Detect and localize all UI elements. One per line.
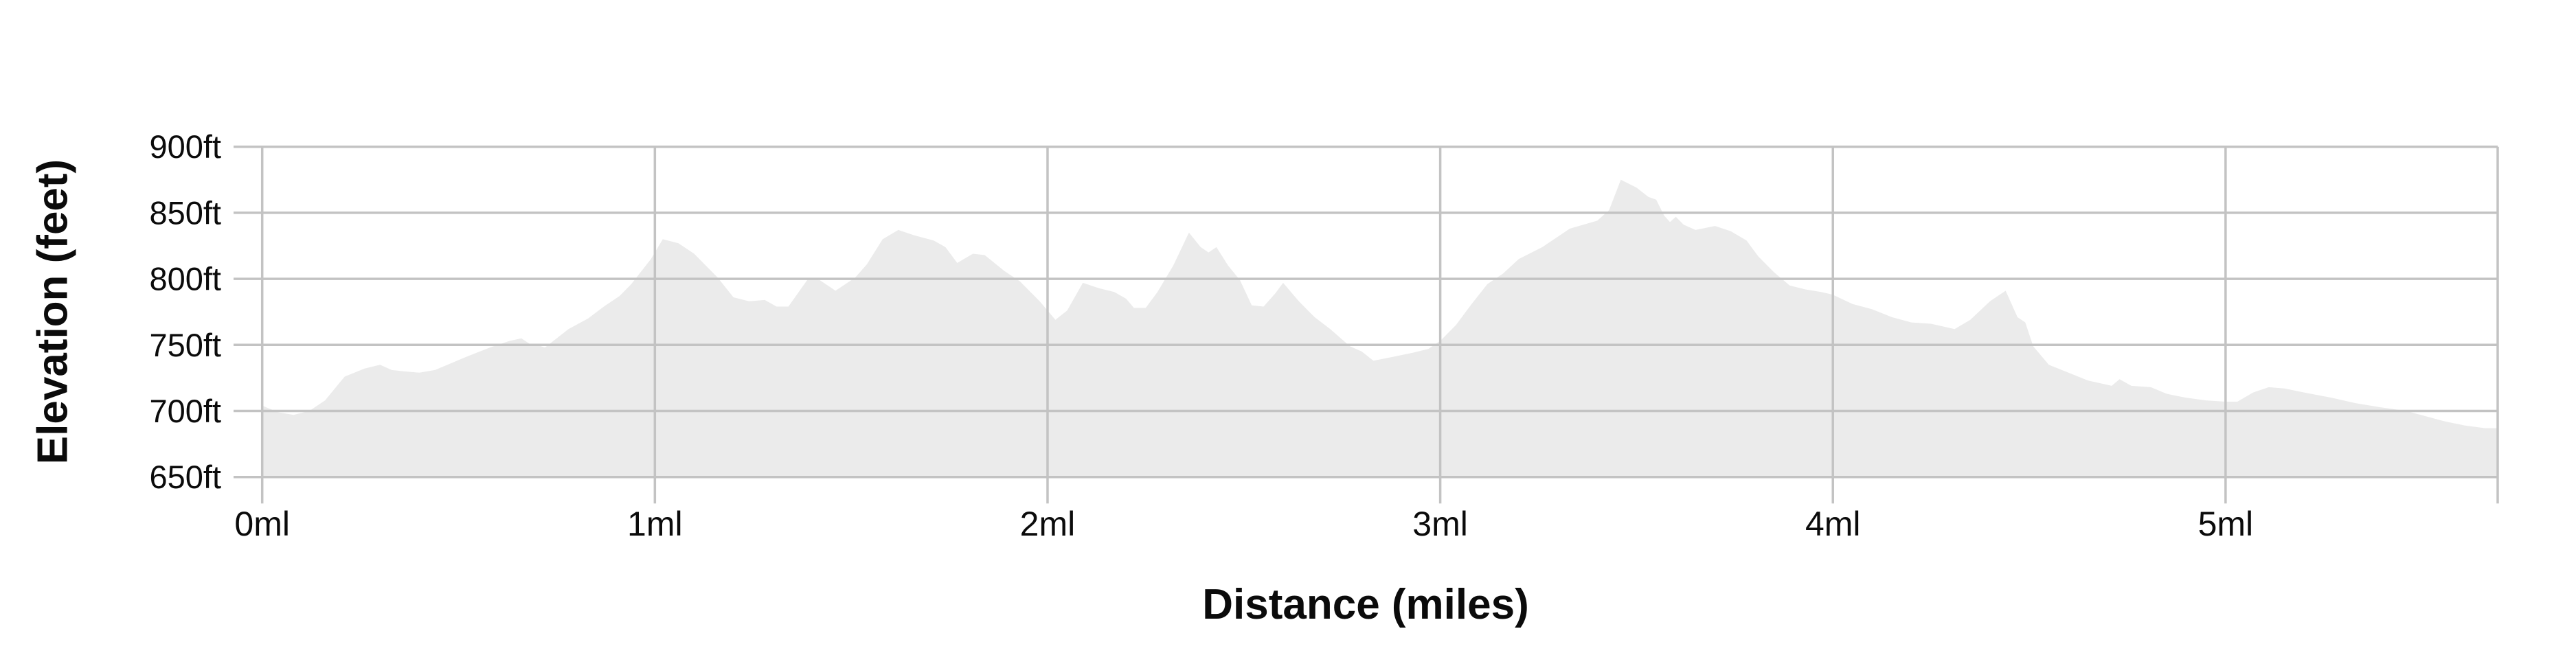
elevation-area <box>262 179 2498 477</box>
y-tick-label-650: 650ft <box>149 459 221 495</box>
y-tick-label-900: 900ft <box>149 128 221 165</box>
y-tick-label-750: 750ft <box>149 327 221 363</box>
x-tick-label-0: 0ml <box>234 505 290 543</box>
y-tick-label-800: 800ft <box>149 261 221 297</box>
x-tick-label-4: 4ml <box>1805 505 1861 543</box>
x-tick-label-1: 1ml <box>627 505 683 543</box>
x-tick-label-2: 2ml <box>1020 505 1076 543</box>
y-tick-label-850: 850ft <box>149 194 221 231</box>
y-tick-label-700: 700ft <box>149 393 221 429</box>
x-tick-label-5: 5ml <box>2198 505 2254 543</box>
x-axis-title: Distance (miles) <box>1202 581 1529 628</box>
y-axis-title: Elevation (feet) <box>29 159 77 465</box>
x-tick-label-3: 3ml <box>1412 505 1468 543</box>
